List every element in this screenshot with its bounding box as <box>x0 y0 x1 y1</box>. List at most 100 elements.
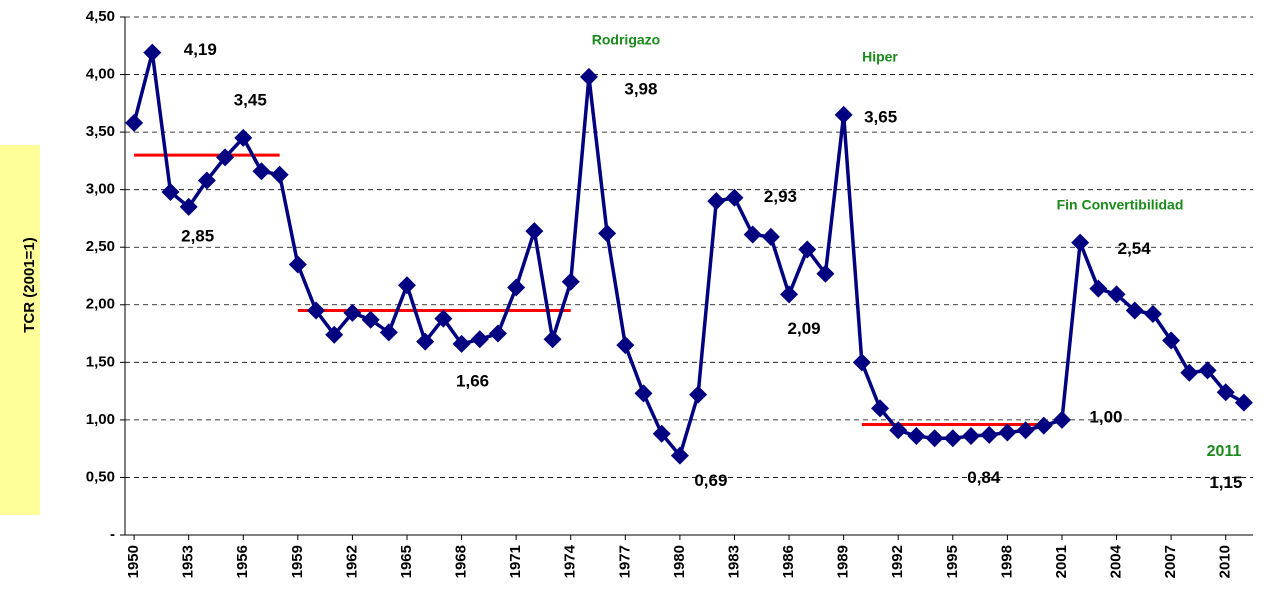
point-marker <box>907 427 926 446</box>
x-tick-label: 1983 <box>725 545 742 578</box>
point-marker <box>816 264 835 283</box>
point-marker <box>725 188 744 207</box>
point-marker <box>1071 233 1090 252</box>
point-marker <box>962 427 980 446</box>
x-tick-label: 1968 <box>453 545 470 578</box>
point-marker <box>161 182 180 201</box>
point-marker <box>834 105 853 124</box>
data-label: 3,98 <box>624 79 657 98</box>
point-marker <box>616 336 635 355</box>
point-marker <box>416 332 435 351</box>
point-marker <box>579 67 598 86</box>
point-marker <box>1180 363 1199 382</box>
point-marker <box>543 330 562 349</box>
point-marker <box>889 421 908 440</box>
annotation: Rodrigazo <box>592 32 660 48</box>
point-marker <box>252 162 271 181</box>
point-marker <box>1162 331 1181 350</box>
data-label: 2,93 <box>764 187 797 206</box>
data-label: 0,69 <box>694 471 727 490</box>
x-tick-label: 1998 <box>998 545 1015 578</box>
point-marker <box>470 330 489 349</box>
y-label-box <box>0 145 40 515</box>
x-tick-label: 1992 <box>889 545 906 578</box>
data-label: 1,00 <box>1089 407 1122 426</box>
point-marker <box>288 255 307 274</box>
data-label: 3,45 <box>234 90 267 109</box>
x-tick-label: 2007 <box>1162 545 1179 578</box>
point-marker <box>871 399 890 418</box>
point-marker <box>1216 383 1235 402</box>
point-marker <box>398 276 416 295</box>
point-marker <box>925 429 944 448</box>
y-tick-label: 0,50 <box>86 468 115 485</box>
point-marker <box>325 325 344 344</box>
data-label: 2,54 <box>1118 239 1152 258</box>
point-marker <box>379 323 398 342</box>
y-tick-label: 2,00 <box>86 296 115 313</box>
point-marker <box>1107 285 1126 304</box>
data-label: 2,09 <box>788 319 821 338</box>
point-marker <box>197 171 216 190</box>
y-tick-label: 4,50 <box>86 8 115 25</box>
x-tick-label: 2001 <box>1053 545 1070 578</box>
x-tick-label: 1953 <box>180 545 197 578</box>
point-marker <box>780 285 799 304</box>
point-marker <box>270 165 289 184</box>
x-tick-label: 1989 <box>835 545 852 578</box>
point-marker <box>1089 279 1108 298</box>
point-marker <box>234 128 253 147</box>
y-tick-label: 2,50 <box>86 238 115 255</box>
data-label: 4,19 <box>184 40 217 59</box>
y-tick-label: 3,00 <box>86 181 115 198</box>
point-marker <box>798 240 817 259</box>
series-line <box>132 52 1245 460</box>
point-marker <box>1198 361 1217 380</box>
data-label: 2,85 <box>181 226 214 245</box>
point-marker <box>343 303 362 322</box>
y-tick-label: 1,00 <box>86 411 115 428</box>
point-marker <box>488 324 507 343</box>
point-marker <box>1052 410 1071 429</box>
y-tick-label: - <box>110 526 115 543</box>
point-marker <box>143 43 162 62</box>
point-marker <box>561 272 580 291</box>
point-marker <box>1143 304 1162 323</box>
point-marker <box>652 424 671 443</box>
point-marker <box>634 384 653 403</box>
point-marker <box>852 353 871 372</box>
x-tick-label: 1974 <box>562 544 579 578</box>
point-marker <box>216 148 235 167</box>
data-label: 1,15 <box>1209 473 1242 492</box>
x-tick-label: 1971 <box>507 545 524 578</box>
point-marker <box>707 192 726 211</box>
data-label: 3,65 <box>864 107 897 126</box>
annotation: Hiper <box>862 49 898 65</box>
x-tick-label: 2004 <box>1108 544 1125 578</box>
point-marker <box>307 301 326 320</box>
point-marker <box>525 222 544 241</box>
point-marker <box>670 446 689 465</box>
y-axis-label: TCR (2001=1) <box>21 237 38 332</box>
point-marker <box>943 429 962 448</box>
data-label: 0,84 <box>967 468 1001 487</box>
point-marker <box>1016 421 1035 440</box>
point-marker <box>1125 301 1144 320</box>
point-marker <box>1034 416 1053 435</box>
point-marker <box>1234 393 1253 412</box>
x-tick-label: 1986 <box>780 545 797 578</box>
x-tick-label: 1980 <box>671 545 688 578</box>
point-marker <box>452 334 471 353</box>
x-tick-label: 1959 <box>289 545 306 578</box>
point-marker <box>125 113 144 132</box>
point-marker <box>361 310 380 329</box>
point-marker <box>179 197 198 216</box>
x-tick-label: 2010 <box>1217 545 1234 578</box>
y-tick-label: 4,00 <box>86 66 115 83</box>
data-label: 1,66 <box>456 371 489 390</box>
point-marker <box>689 385 708 404</box>
point-marker <box>998 423 1017 442</box>
annotation: 2011 <box>1207 443 1242 460</box>
x-tick-label: 1950 <box>125 545 142 578</box>
